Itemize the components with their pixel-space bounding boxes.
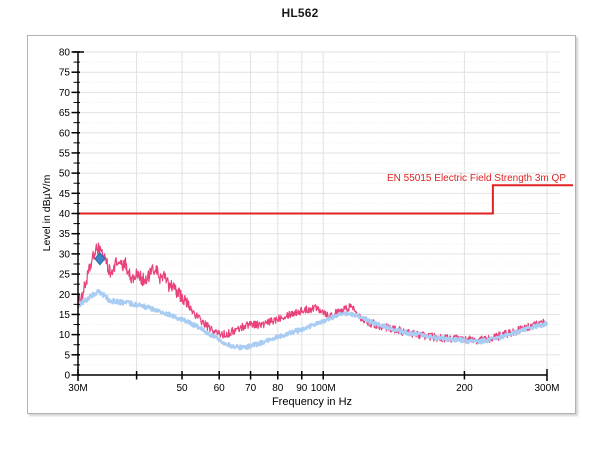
x-tick-label: 300M bbox=[534, 383, 559, 394]
marker-diamond bbox=[94, 251, 106, 266]
x-tick-label: 30M bbox=[68, 383, 87, 394]
y-tick-label: 15 bbox=[59, 310, 71, 321]
y-tick-label: 10 bbox=[59, 330, 71, 341]
x-tick-label: 90 bbox=[296, 383, 308, 394]
y-tick-label: 80 bbox=[59, 48, 71, 59]
y-tick-label: 40 bbox=[59, 209, 71, 220]
limit-line bbox=[78, 184, 573, 215]
y-tick-label: 50 bbox=[59, 169, 71, 180]
trace-average-trace bbox=[76, 288, 549, 351]
y-tick-label: 5 bbox=[64, 350, 70, 361]
chart-title: HL562 bbox=[281, 6, 319, 20]
y-tick-label: 70 bbox=[59, 88, 71, 99]
y-tick-label: 20 bbox=[59, 290, 71, 301]
y-tick-label: 55 bbox=[59, 148, 71, 159]
y-tick-label: 35 bbox=[59, 229, 71, 240]
x-tick-label: 200 bbox=[456, 383, 473, 394]
x-tick-label: 100M bbox=[311, 383, 336, 394]
y-tick-label: 25 bbox=[59, 270, 71, 281]
y-tick-label: 0 bbox=[64, 371, 70, 382]
x-axis-title: Frequency in Hz bbox=[272, 396, 352, 408]
y-axis-title: Level in dBµV/m bbox=[41, 174, 53, 251]
limit-label: EN 55015 Electric Field Strength 3m QP bbox=[387, 173, 566, 184]
x-tick-label: 50 bbox=[176, 383, 188, 394]
trace-quasi-peak-trace bbox=[77, 242, 548, 345]
y-tick-label: 45 bbox=[59, 189, 71, 200]
y-tick-label: 65 bbox=[59, 108, 71, 119]
x-tick-label: 60 bbox=[214, 383, 226, 394]
y-tick-label: 75 bbox=[59, 68, 71, 79]
y-tick-label: 30 bbox=[59, 249, 71, 260]
x-tick-label: 70 bbox=[245, 383, 257, 394]
y-tick-label: 60 bbox=[59, 128, 71, 139]
x-tick-label: 80 bbox=[272, 383, 284, 394]
